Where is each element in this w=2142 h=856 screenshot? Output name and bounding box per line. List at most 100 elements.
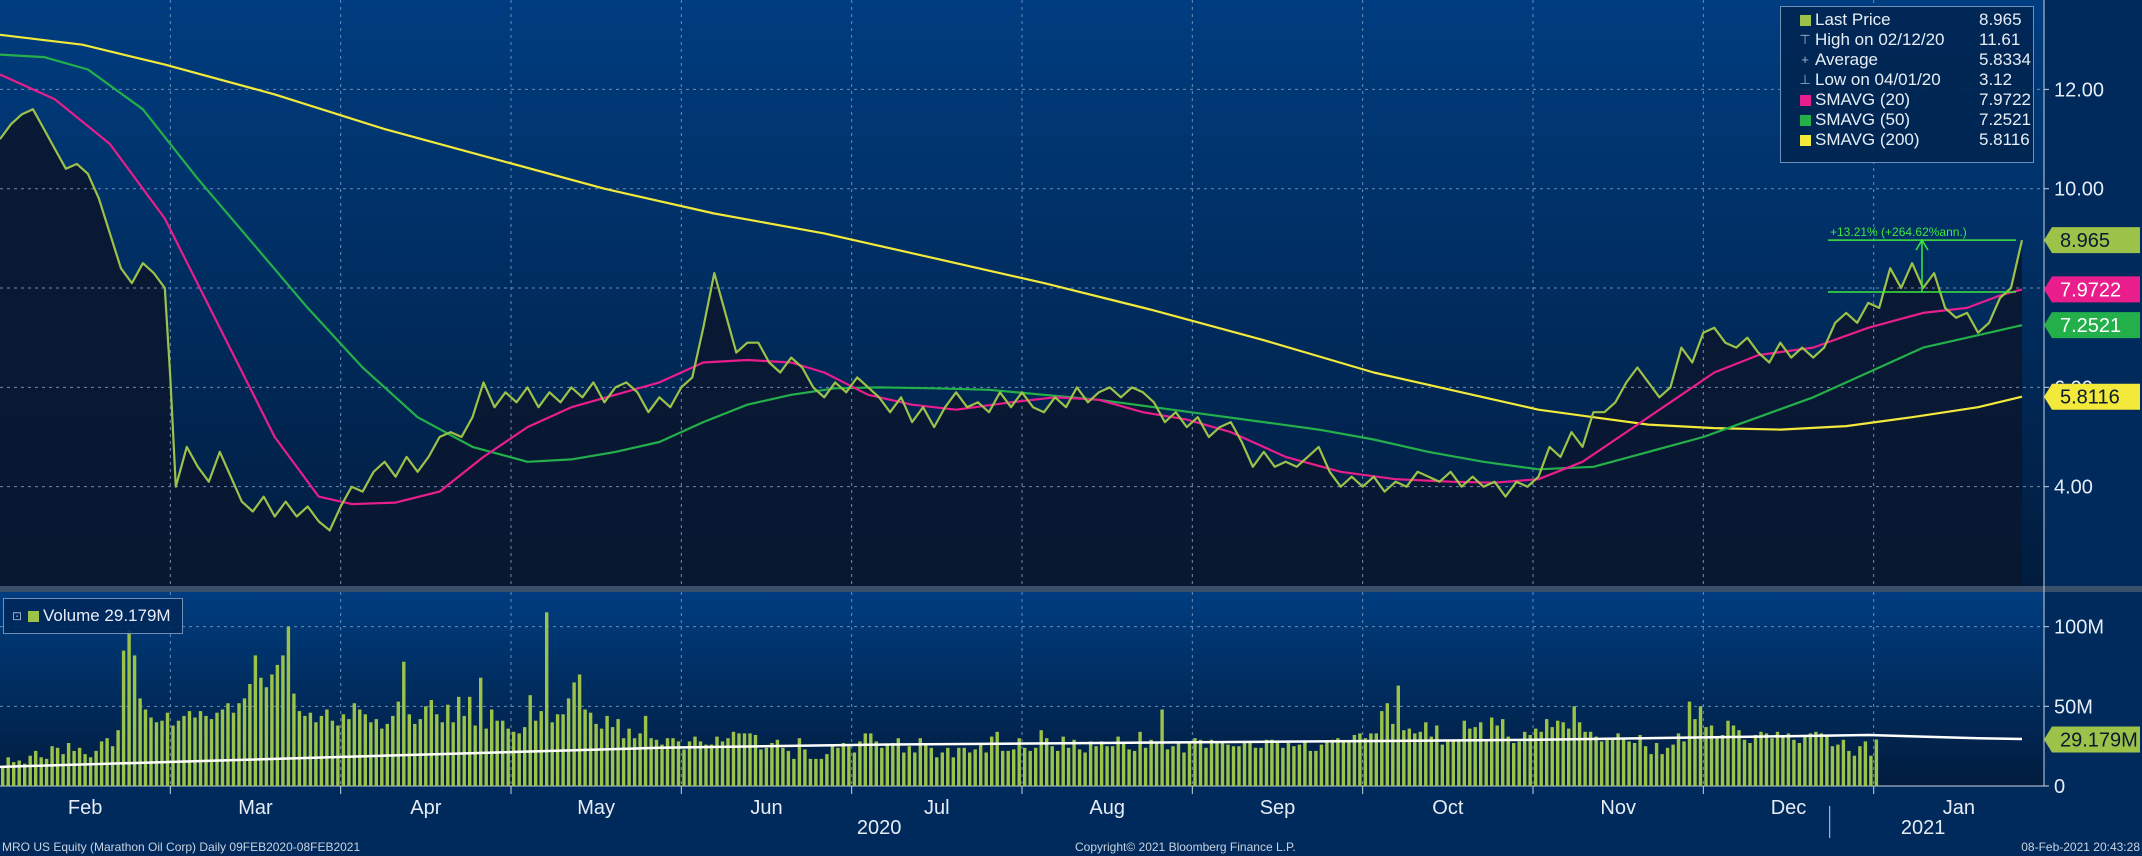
volume-bar — [1803, 736, 1807, 786]
volume-bar — [1001, 750, 1005, 786]
month-label: Aug — [1089, 797, 1125, 819]
volume-bar — [171, 725, 175, 786]
volume-bar — [764, 747, 769, 786]
price-value-tag-bg — [2044, 227, 2140, 254]
series-line-smavg-50 — [0, 53, 2023, 471]
volume-bar — [1132, 750, 1137, 786]
legend-swatch — [1800, 15, 1811, 26]
volume-bar — [1270, 739, 1274, 786]
volume-bar — [1627, 741, 1631, 786]
volume-bar — [896, 738, 900, 786]
volume-bar — [731, 731, 736, 786]
volume-bar — [1154, 743, 1159, 786]
volume-bar — [286, 626, 291, 786]
volume-bar — [583, 709, 587, 786]
volume-bar — [1193, 738, 1197, 786]
volume-bar — [187, 711, 192, 786]
price-value-tag: 7.2521 — [2060, 315, 2121, 337]
legend-row: ⊤ High on 02/12/20 11.61 — [1781, 30, 2033, 50]
series-line-last-price — [0, 108, 2024, 532]
volume-bar — [808, 758, 813, 786]
volume-tick-label: 100M — [2054, 617, 2104, 639]
month-label: Jun — [750, 797, 782, 819]
volume-bar — [1660, 754, 1664, 786]
volume-bar — [1138, 731, 1142, 786]
volume-bar — [748, 733, 752, 786]
price-tick-label: 4.00 — [2054, 477, 2093, 499]
volume-bar — [627, 728, 631, 786]
series-line-smavg-20 — [0, 73, 2023, 506]
volume-bar — [160, 720, 164, 786]
volume-bar — [770, 743, 774, 786]
legend-row: ⊥ Low on 04/01/20 3.12 — [1781, 70, 2033, 90]
volume-bar — [720, 741, 725, 786]
price-value-tag-bg — [2044, 383, 2140, 410]
volume-bar — [193, 717, 197, 786]
volume-bar — [1753, 735, 1758, 786]
volume-sma-line — [0, 733, 2023, 769]
volume-bar — [775, 739, 780, 786]
volume-bar — [638, 733, 642, 786]
volume-bar — [1385, 703, 1389, 786]
footer-security: MRO US Equity (Marathon Oil Corp) Daily … — [2, 840, 361, 854]
volume-bar — [347, 719, 351, 786]
volume-bar — [1495, 725, 1499, 786]
legend-value: 7.9722 — [1979, 90, 2031, 109]
volume-bar — [1709, 725, 1714, 786]
month-label: Sep — [1260, 797, 1296, 819]
volume-bar — [1116, 736, 1120, 786]
month-label: Mar — [238, 797, 273, 819]
volume-bar — [39, 757, 43, 786]
volume-bar — [248, 684, 252, 786]
volume-bar — [1726, 720, 1730, 786]
volume-bar — [259, 677, 263, 786]
volume-bar — [1303, 741, 1307, 786]
year-label: 2020 — [857, 817, 902, 839]
volume-bar — [176, 720, 181, 786]
volume-bar — [814, 758, 818, 786]
volume-bar — [550, 722, 554, 786]
volume-bar — [1413, 733, 1417, 786]
volume-bar — [649, 738, 653, 786]
volume-bar — [1352, 735, 1357, 786]
volume-bar — [424, 706, 428, 786]
volume-bar — [962, 747, 966, 786]
legend-glyph-icon: ⊡ — [12, 609, 23, 623]
volume-bar — [517, 733, 521, 786]
volume-bar — [1039, 730, 1043, 786]
volume-bar — [1501, 719, 1505, 786]
volume-bar — [1341, 741, 1346, 786]
volume-bar — [1286, 743, 1291, 786]
legend-label: Last Price — [1815, 10, 1891, 29]
volume-bar — [957, 747, 961, 786]
volume-bar — [715, 736, 719, 786]
volume-bar — [198, 711, 203, 786]
volume-bar — [803, 749, 807, 786]
volume-bar — [852, 752, 857, 786]
volume-bar — [380, 728, 384, 786]
volume-bar — [281, 655, 285, 786]
volume-bar — [1231, 746, 1236, 786]
volume-bar — [143, 709, 148, 786]
volume-bar — [1534, 728, 1538, 786]
volume-bar — [1715, 736, 1719, 786]
volume-bar — [1512, 743, 1516, 786]
volume-bar — [1165, 749, 1170, 786]
volume-value-tag: 29.179M — [2060, 730, 2138, 752]
annotation-arrow-head — [1915, 238, 1929, 251]
volume-bar — [462, 715, 466, 786]
volume-bar — [1380, 711, 1384, 786]
volume-bar — [1105, 746, 1109, 786]
legend-row: SMAVG (50) 7.2521 — [1781, 110, 2033, 130]
volume-bar — [330, 720, 335, 786]
volume-bar — [1061, 736, 1065, 786]
volume-bar — [1457, 739, 1461, 786]
volume-bar — [1292, 746, 1296, 786]
volume-bar — [1088, 741, 1093, 786]
volume-bar — [1347, 741, 1351, 786]
volume-bar — [1599, 741, 1604, 786]
volume-bar — [1545, 719, 1549, 786]
volume-bar — [753, 735, 758, 786]
volume-bar — [1110, 746, 1115, 786]
volume-bar — [1781, 735, 1785, 786]
